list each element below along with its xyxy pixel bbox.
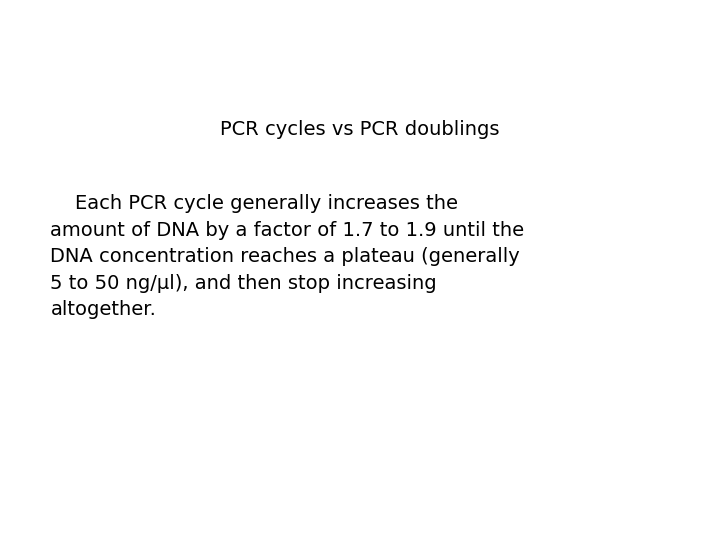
Text: PCR cycles vs PCR doublings: PCR cycles vs PCR doublings — [220, 120, 500, 139]
Text: Each PCR cycle generally increases the
amount of DNA by a factor of 1.7 to 1.9 u: Each PCR cycle generally increases the a… — [50, 194, 525, 319]
